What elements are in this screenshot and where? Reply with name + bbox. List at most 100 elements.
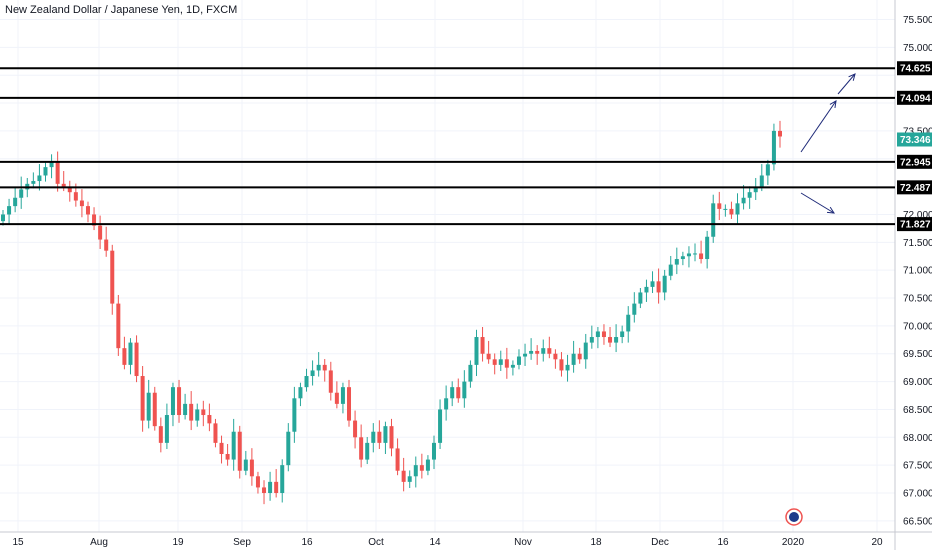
candle-body	[347, 387, 352, 421]
candle-body	[674, 259, 679, 265]
price-badge	[897, 61, 932, 76]
candle-body	[662, 275, 667, 293]
candle-body	[523, 353, 528, 357]
candle-body	[274, 481, 279, 494]
candle-body	[316, 364, 321, 371]
candle-body	[444, 398, 449, 410]
y-tick-label: 75.000	[903, 43, 932, 54]
candle-body	[353, 420, 358, 438]
y-tick-label: 68.500	[903, 405, 932, 416]
candle-body	[55, 161, 60, 184]
candle-body	[152, 392, 157, 427]
candle-body	[407, 476, 412, 482]
candle-body	[128, 342, 133, 365]
candle-body	[583, 342, 588, 360]
candle-body	[98, 225, 103, 240]
candle-body	[298, 387, 303, 399]
trend-arrow-head	[848, 73, 856, 81]
candle-body	[480, 337, 485, 354]
trend-arrow-head	[826, 206, 835, 214]
candle-body	[262, 487, 267, 494]
y-tick-label: 75.500	[903, 15, 932, 26]
x-tick-label: 16	[717, 537, 729, 548]
candle-body	[735, 203, 740, 215]
candle-body	[474, 337, 479, 365]
candle-body	[43, 167, 48, 176]
candle-body	[164, 415, 169, 443]
trend-arrow	[800, 100, 837, 153]
candle-body	[589, 337, 594, 343]
candle-body	[510, 364, 515, 368]
candle-body	[753, 186, 758, 193]
candle-body	[450, 387, 455, 399]
candle-body	[73, 192, 78, 201]
candle-body	[541, 348, 546, 354]
candle-body	[371, 431, 376, 443]
candle-body	[668, 264, 673, 276]
candle-body	[535, 350, 540, 354]
candle-body	[49, 161, 54, 168]
candle-body	[638, 292, 643, 304]
candle-body	[741, 197, 746, 204]
candle-body	[334, 392, 339, 404]
x-tick-label: Sep	[233, 537, 251, 548]
candle-body	[778, 130, 782, 137]
candle-body	[547, 348, 552, 354]
candle-body	[565, 364, 570, 371]
candle-body	[498, 359, 503, 365]
candle-body	[110, 250, 115, 304]
price-badge-label: 74.094	[900, 93, 931, 104]
candle-body	[328, 370, 333, 393]
price-badge	[897, 180, 932, 195]
candle-body	[122, 348, 127, 365]
candle-body	[686, 253, 691, 257]
candle-body	[377, 431, 382, 443]
candle-body	[711, 203, 716, 237]
candle-body	[92, 214, 97, 226]
y-tick-label: 67.000	[903, 489, 932, 500]
price-badge-label: 72.487	[900, 183, 931, 194]
candle-body	[213, 423, 218, 443]
candle-body	[201, 409, 206, 416]
price-badge	[897, 154, 932, 169]
chart-title: New Zealand Dollar / Japanese Yen, 1D, F…	[5, 4, 238, 16]
candle-body	[322, 364, 327, 371]
candle-body	[104, 239, 109, 251]
candle-body	[183, 403, 188, 416]
candle-body	[207, 415, 212, 424]
y-tick-label: 73.500	[903, 126, 932, 137]
candle-body	[693, 253, 698, 255]
candle-body	[504, 359, 509, 368]
x-tick-label: Oct	[368, 537, 384, 548]
price-badge-label: 74.625	[900, 64, 931, 75]
price-badge	[897, 217, 932, 232]
candle-body	[340, 387, 345, 404]
price-badge-label: 72.945	[900, 157, 931, 168]
candle-body	[67, 186, 72, 193]
x-tick-label: Dec	[651, 537, 669, 548]
candle-body	[231, 431, 236, 460]
candle-body	[516, 356, 521, 365]
y-tick-label: 72.000	[903, 210, 932, 221]
x-tick-label: 18	[590, 537, 602, 548]
candle-body	[170, 387, 175, 416]
candle-body	[13, 197, 18, 207]
price-badge-label: 71.827	[900, 220, 931, 231]
candle-body	[456, 387, 461, 399]
trend-arrow	[837, 73, 856, 95]
y-tick-label: 67.500	[903, 461, 932, 472]
candle-body	[280, 465, 285, 494]
candle-body	[146, 392, 151, 421]
candle-body	[723, 208, 728, 210]
x-tick-label: 19	[172, 537, 184, 548]
candle-body	[462, 381, 467, 399]
y-tick-label: 68.000	[903, 433, 932, 444]
candle-body	[219, 442, 224, 455]
x-tick-label: 15	[12, 537, 24, 548]
candle-body	[292, 398, 297, 432]
x-tick-label: 2020	[782, 537, 805, 548]
candle-body	[595, 331, 600, 338]
candle-body	[389, 426, 394, 449]
candle-body	[717, 203, 722, 209]
